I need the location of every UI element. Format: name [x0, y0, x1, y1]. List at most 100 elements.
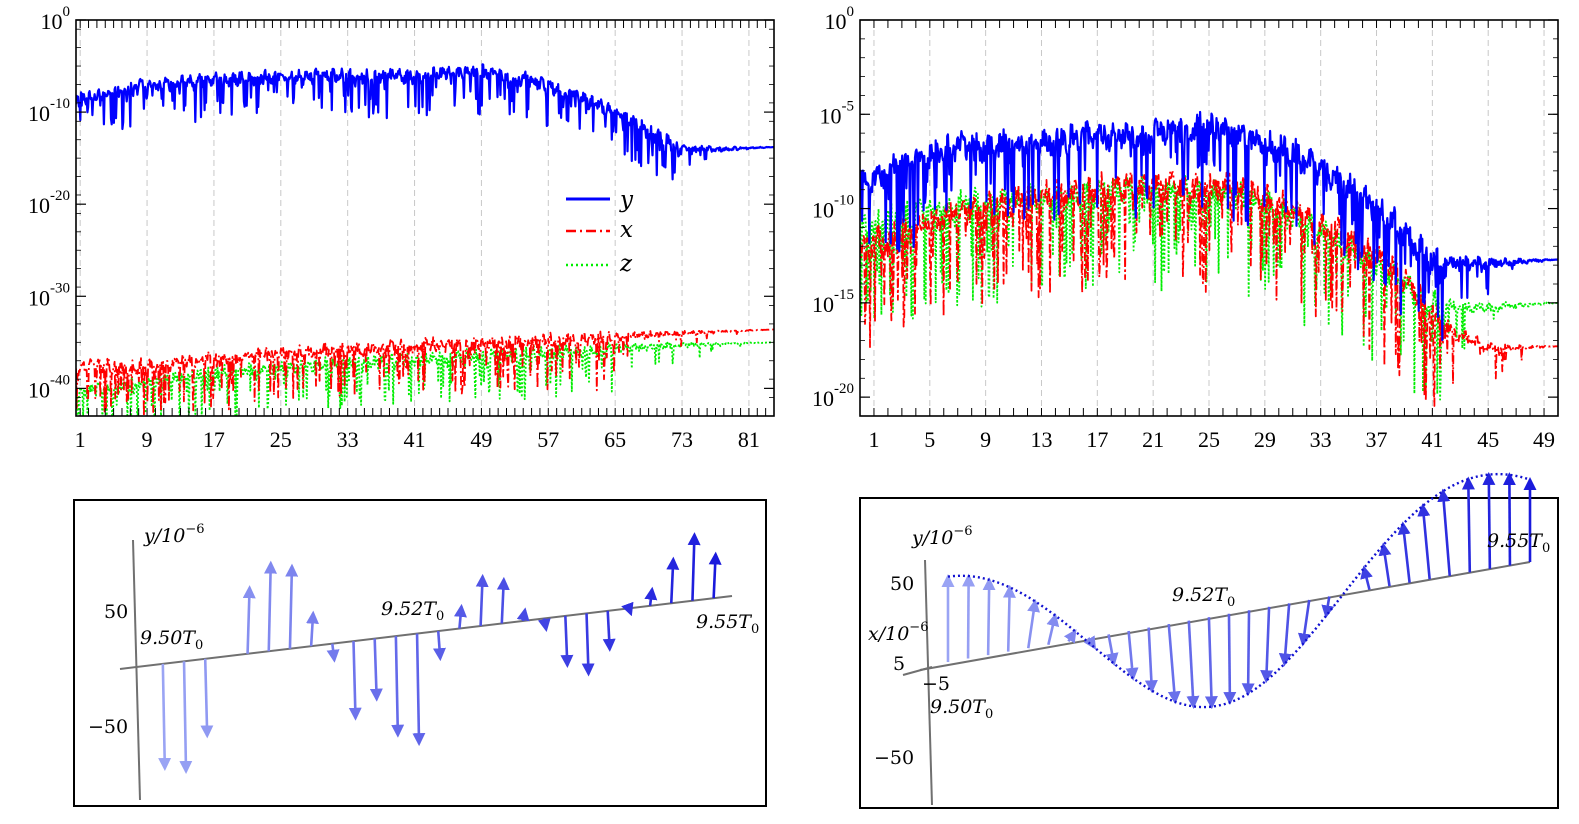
x-tick-label: 9: [142, 427, 153, 452]
panel-frame: [73, 499, 767, 807]
arrow: [1278, 603, 1292, 667]
tick-label-50: 50: [890, 573, 914, 595]
legend: y x z: [566, 187, 634, 277]
arrow: [242, 585, 256, 654]
plot-frame: [75, 19, 775, 417]
x-tick-label: 29: [1254, 427, 1276, 452]
arrow: [1297, 599, 1311, 647]
tick-label-minus50: −50: [88, 716, 128, 738]
arrow: [687, 532, 701, 601]
series-group: [76, 63, 774, 416]
x-tick-label: 17: [203, 427, 225, 452]
y-tick-label: 10-30: [28, 280, 70, 310]
x-tick-label: 25: [1198, 427, 1220, 452]
arrow: [1417, 503, 1431, 580]
arrow: [1397, 521, 1411, 583]
y-tick-label: 10-20: [28, 188, 70, 218]
y-tick-label: 10-20: [812, 381, 854, 411]
x-tick-label: 21: [1142, 427, 1164, 452]
envelope-curve: [947, 472, 1531, 709]
ticks: 1 5 9 13 17 21 25 29 33 37 41 45 49 100 10-5 10-10 10-15…: [812, 4, 1559, 452]
y-axis: [924, 559, 933, 806]
x-axis-label: x/10−6: [868, 620, 928, 645]
tick-label-minus50: −50: [874, 747, 914, 769]
y-tick-label: 10-40: [28, 372, 70, 402]
arrow: [1063, 629, 1077, 644]
series-y: [860, 110, 1558, 341]
panel-top-right: 1 5 9 13 17 21 25 29 33 37 41 45 49 100 10-5 10-10 10-15…: [812, 4, 1559, 452]
arrow: [1002, 584, 1016, 652]
arrow: [516, 607, 530, 622]
x-tick-label: 33: [337, 427, 359, 452]
arrow: [1321, 596, 1335, 619]
tick-label-50: 50: [104, 601, 128, 623]
arrow: [1125, 630, 1139, 681]
series-x: [76, 328, 774, 416]
grid: [873, 20, 1545, 416]
arrow: [708, 551, 722, 599]
arrow: [475, 573, 489, 627]
legend-label-y: y: [619, 187, 634, 213]
arrow: [1502, 472, 1516, 566]
arrow: [285, 563, 299, 649]
tick-label-5: 5: [893, 653, 905, 675]
arrow: [412, 633, 426, 747]
arrow: [391, 636, 405, 738]
x-tick-label: 1: [868, 427, 879, 452]
arrow: [1378, 542, 1392, 587]
arrow: [1026, 598, 1041, 649]
series-y: [76, 63, 774, 181]
arrow: [348, 641, 362, 721]
x-tick-label: 41: [1421, 427, 1443, 452]
panel-top-left: 1 9 17 25 33 41 49 57 65 73 81 100 10-10 10-20 10-30 10…: [28, 4, 775, 452]
arrow: [264, 560, 278, 652]
arrow: [560, 615, 574, 668]
x-tick-label: 57: [537, 427, 559, 452]
arrow: [1260, 606, 1274, 684]
arrow: [1360, 565, 1373, 590]
y-tick-label: 100: [41, 4, 71, 34]
tick-label-minus5: −5: [922, 673, 950, 695]
arrow: [1204, 617, 1218, 710]
arrow: [158, 663, 172, 771]
arrow: [621, 601, 634, 617]
arrow: [1167, 623, 1181, 705]
time-label-mid: 9.52T0: [1172, 584, 1235, 610]
y-axis-label: y/10−6: [143, 522, 204, 547]
x-tick-label: 45: [1477, 427, 1499, 452]
arrow: [1241, 610, 1255, 697]
arrow: [306, 610, 319, 647]
panel-frame: [859, 497, 1559, 809]
arrow-group: [941, 471, 1537, 710]
arrow: [1105, 634, 1119, 667]
arrow: [1482, 471, 1496, 569]
time-label-mid: 9.52T0: [381, 598, 444, 624]
x-tick-label: 41: [404, 427, 426, 452]
arrow: [581, 613, 595, 677]
y-tick-label: 10-10: [28, 96, 70, 126]
legend-label-z: z: [619, 251, 633, 277]
series-group: [860, 110, 1558, 407]
arrow: [200, 658, 214, 739]
time-label-start: 9.50T0: [930, 696, 993, 722]
ticks: 1 9 17 25 33 41 49 57 65 73 81 100 10-10 10-20 10-30 10…: [28, 4, 775, 452]
arrow: [1144, 627, 1158, 694]
arrow: [369, 638, 383, 702]
arrow: [1223, 613, 1237, 706]
arrow: [433, 630, 446, 662]
x-tick-label: 33: [1310, 427, 1332, 452]
time-label-end: 9.55T0: [1487, 530, 1550, 556]
arrow: [644, 586, 658, 606]
arrow: [602, 610, 616, 652]
x-tick-label: 49: [470, 427, 492, 452]
y-axis: [132, 539, 141, 801]
arrow: [1186, 620, 1200, 709]
y-tick-label: 10-5: [820, 98, 855, 128]
y-axis-label: y/10−6: [911, 524, 972, 549]
arrow: [179, 661, 193, 774]
x-tick-label: 5: [924, 427, 935, 452]
time-label-start: 9.50T0: [140, 627, 203, 653]
y-tick-label: 100: [825, 4, 855, 34]
x-tick-label: 37: [1366, 427, 1388, 452]
